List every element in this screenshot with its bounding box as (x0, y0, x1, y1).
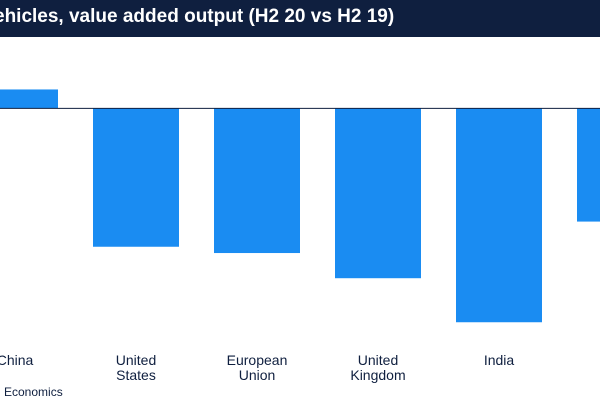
category-label: European Union (227, 352, 288, 383)
chart-title: ehicles, value added output (H2 20 vs H2… (0, 6, 395, 27)
category-label-line: China (0, 352, 33, 368)
category-label-line: India (484, 352, 515, 368)
category-label-line: United (116, 352, 156, 368)
category-label: India (484, 352, 515, 368)
bars-group (0, 89, 600, 323)
category-label-line: Union (239, 367, 276, 383)
category-label-line: Kingdom (350, 367, 405, 383)
title-bar: ehicles, value added output (H2 20 vs H2… (0, 0, 600, 37)
category-label-line: United (358, 352, 398, 368)
bar (93, 108, 179, 247)
category-label: United States (116, 352, 156, 383)
category-label: China (0, 352, 33, 368)
bar (456, 108, 542, 323)
bar (214, 108, 300, 254)
bar (335, 108, 421, 279)
category-label-line: States (116, 367, 156, 383)
category-label-line: European (227, 352, 288, 368)
source-note: d Economics (0, 385, 63, 399)
category-label: United Kingdom (350, 352, 405, 383)
bar (577, 108, 600, 222)
bar (0, 89, 58, 109)
